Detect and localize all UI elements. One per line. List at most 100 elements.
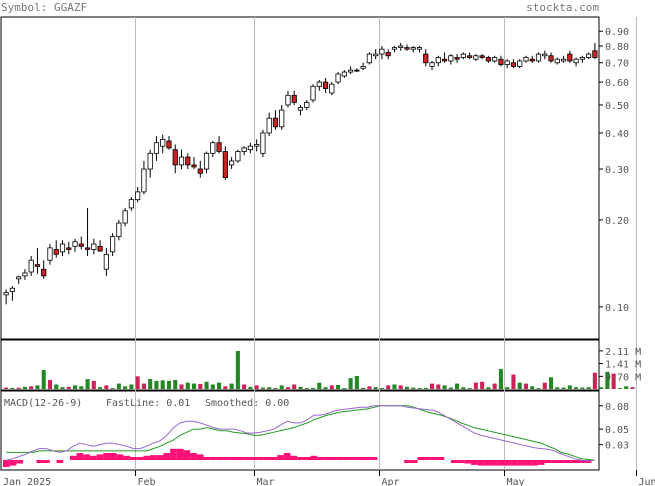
volume-bar (41, 370, 46, 389)
site-label[interactable]: stockta.com (526, 1, 599, 14)
candle (416, 45, 423, 53)
volume-bar (54, 384, 59, 389)
volume-bar (367, 386, 372, 389)
volume-bar (123, 386, 128, 389)
macd-histogram-bar (343, 457, 351, 460)
price-y-tick-label: 0.70 (605, 59, 629, 70)
candle (135, 186, 141, 203)
volume-bar (323, 387, 328, 389)
volume-bar (379, 388, 384, 389)
candle (247, 142, 253, 154)
volume-bar (160, 380, 165, 389)
macd-histogram-bar (210, 457, 217, 460)
volume-bar (310, 387, 316, 389)
volume-bar (392, 384, 397, 389)
macd-histogram-bar (504, 460, 512, 466)
macd-histogram-bar (270, 457, 278, 460)
volume-bar (473, 382, 478, 389)
volume-bar (292, 384, 297, 389)
macd-histogram-bar (464, 460, 471, 464)
volume-bar (254, 385, 259, 389)
volume-bar (574, 387, 579, 389)
volume-bar (166, 380, 172, 389)
volume-bar (66, 386, 71, 389)
candle (473, 54, 479, 61)
macd-histogram-bar (143, 455, 151, 460)
macd-histogram-bar (517, 460, 525, 466)
macd-histogram-bar (236, 457, 244, 460)
volume-bar (373, 387, 378, 389)
volume-bar (72, 385, 78, 389)
macd-histogram-bar (3, 460, 10, 467)
macd-histogram-bar (417, 457, 425, 460)
candle (485, 55, 491, 63)
candle (216, 136, 222, 154)
volume-bar (342, 388, 347, 389)
candle (329, 82, 335, 96)
macd-histogram-bar (350, 457, 358, 460)
macd-fastline-label: FastLine: 0.01 (106, 398, 190, 409)
price-y-tick-label: 0.80 (605, 42, 629, 53)
candle (122, 207, 128, 227)
volume-bar (235, 351, 240, 389)
candle (28, 255, 34, 276)
volume-bar (191, 383, 197, 389)
candle (542, 50, 548, 60)
candle (573, 57, 579, 67)
price-y-tick-label: 0.40 (605, 129, 629, 140)
price-y-tick-label: 0.60 (605, 78, 629, 89)
volume-bar (404, 386, 410, 389)
candle (272, 110, 279, 130)
macd-histogram-bar (317, 457, 324, 460)
macd-histogram-bar (96, 454, 104, 460)
candle (147, 149, 153, 178)
candle (22, 269, 28, 280)
axis-labels: Jan 2025 Feb Mar Apr May Jun 0.90 0.80 0.70 0.60 0… (3, 27, 655, 486)
candle (291, 90, 297, 105)
candle (285, 90, 291, 108)
volume-bar (85, 379, 90, 389)
volume-bar (298, 386, 303, 389)
candle (16, 275, 22, 284)
macd-histogram-bar (76, 453, 84, 460)
volume-bar (285, 387, 291, 389)
volume-bar (548, 377, 554, 389)
macd-histogram-bar (136, 457, 144, 460)
volume-bar (592, 372, 597, 389)
macd-histogram-bar (484, 460, 492, 466)
grid (135, 17, 637, 476)
candle (84, 207, 91, 256)
candle (523, 55, 529, 63)
volume-bar (492, 383, 497, 389)
macd-histogram-bar (243, 457, 251, 460)
volume-bar (461, 387, 466, 389)
candle (110, 233, 116, 256)
volume-y-tick-label: 0.70 M (605, 372, 641, 383)
macd-histogram-bar (109, 453, 117, 460)
macd-histogram-bar (89, 455, 97, 460)
volume-bar (417, 388, 422, 389)
candle (504, 59, 510, 69)
volume-bar (317, 382, 322, 389)
volume-bar (455, 383, 460, 389)
volume-bar (35, 385, 40, 389)
macd-histogram-bar (571, 460, 578, 463)
volume-bar (110, 388, 115, 389)
volume-panel-frame (0, 339, 600, 391)
candle (467, 52, 473, 60)
volume-bar (129, 384, 134, 389)
volume-bar (29, 386, 34, 389)
macd-histogram-bar (123, 455, 131, 460)
volume-bar (354, 375, 359, 389)
volume-bar (47, 379, 53, 389)
macd-histogram-bar (323, 457, 331, 460)
volume-bar (411, 387, 416, 389)
candle (529, 55, 535, 63)
volume-bar (91, 380, 96, 389)
volume-bar (605, 371, 610, 389)
macd-histogram-bar (450, 460, 458, 463)
candle (222, 146, 228, 180)
candle (517, 59, 523, 69)
macd-y-tick-label: 0.05 (605, 425, 629, 436)
volume-bar (617, 388, 622, 389)
